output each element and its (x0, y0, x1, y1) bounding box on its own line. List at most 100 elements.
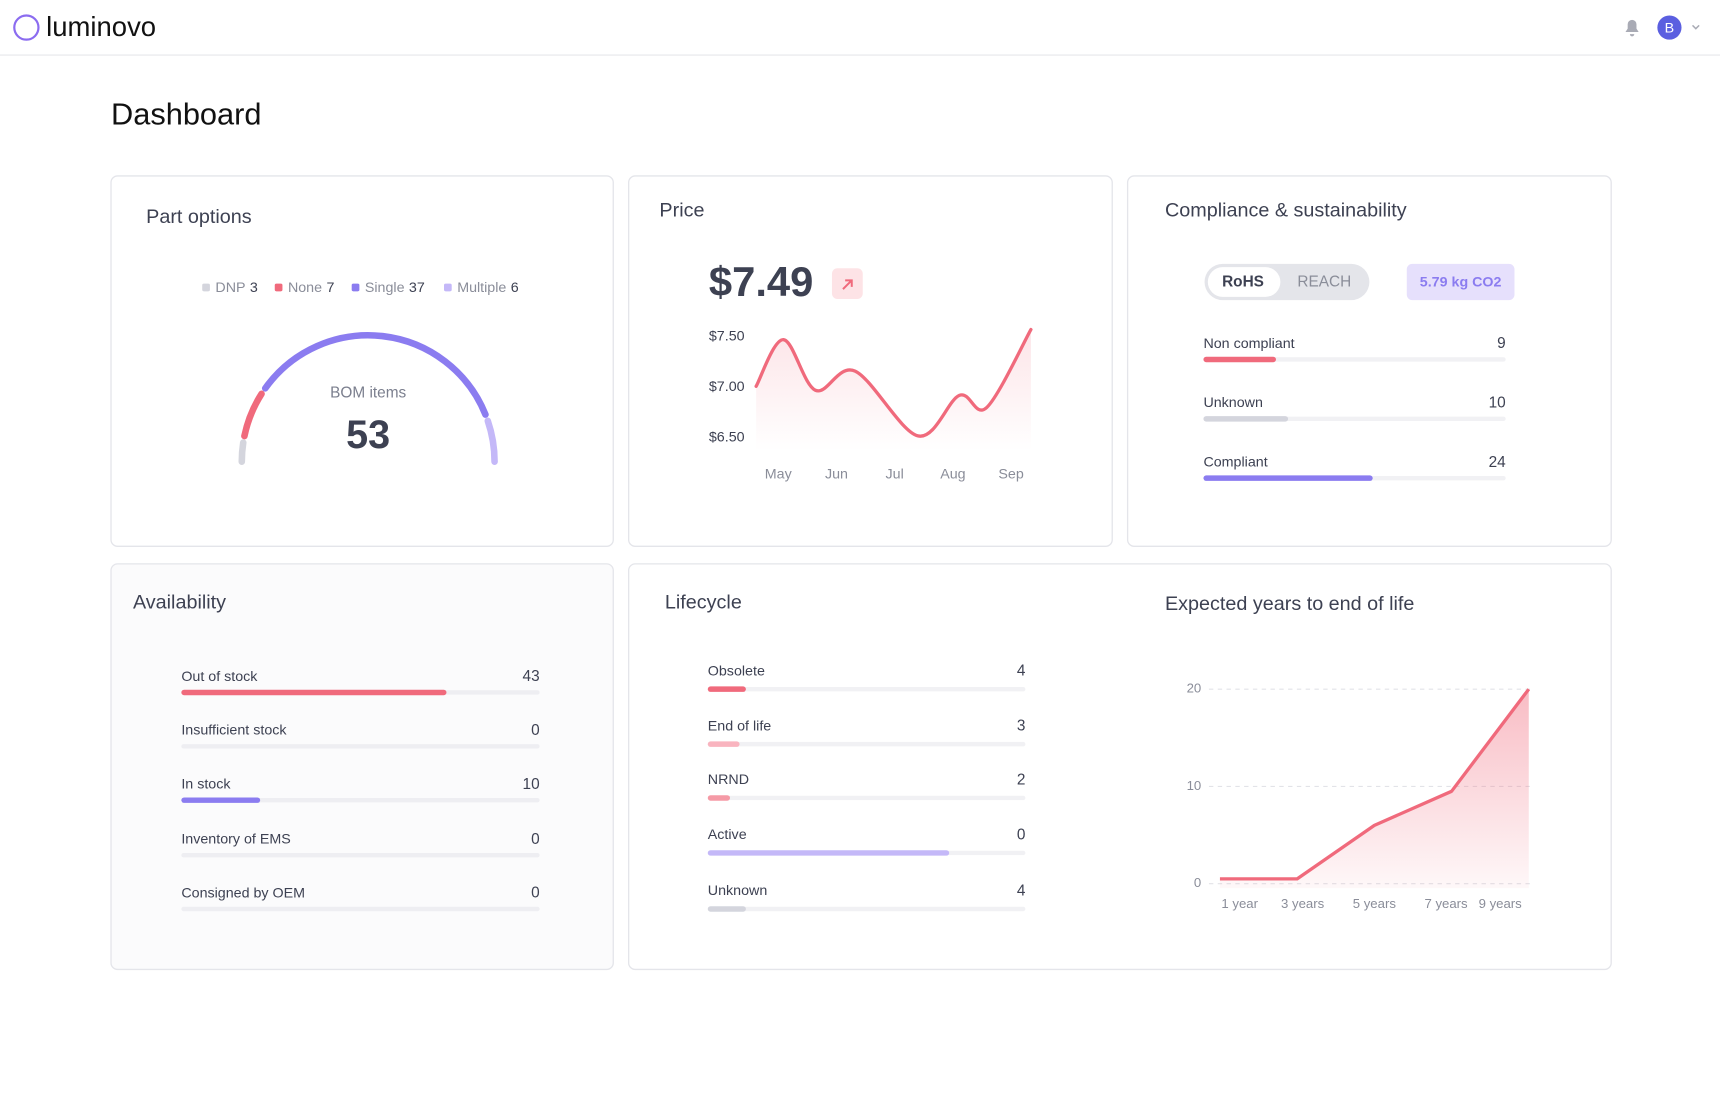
row-label: In stock (181, 777, 231, 793)
row-label: Non compliant (1203, 336, 1294, 352)
y-tick-label: $7.00 (709, 379, 745, 395)
row-value: 2 (1017, 771, 1026, 788)
row-label: NRND (708, 772, 749, 788)
price-card (627, 175, 1113, 547)
x-tick-label: Sep (998, 467, 1023, 483)
y-tick-label: 0 (1194, 875, 1201, 890)
x-tick-label: 7 years (1424, 896, 1468, 911)
legend-name: Multiple (457, 280, 506, 296)
bar-track (707, 686, 1026, 692)
row-value: 3 (1017, 718, 1026, 735)
row-label: Active (708, 827, 747, 843)
gauge-segment (261, 331, 489, 418)
page-title: Dashboard (111, 97, 262, 132)
menu-chevron[interactable] (1691, 24, 1700, 30)
card-title: Price (659, 199, 704, 221)
bell-icon[interactable] (1625, 19, 1639, 37)
co2-value: 5.79 kg CO2 (1420, 274, 1502, 290)
bar-track (707, 741, 1026, 747)
tab-active[interactable] (1207, 267, 1281, 297)
x-tick-label: Aug (940, 467, 965, 483)
y-tick-label: $6.50 (709, 430, 745, 446)
legend-name: Single (365, 280, 405, 296)
logo-mark (13, 14, 40, 41)
avatar-initial: B (1665, 20, 1675, 36)
row-label: Compliant (1203, 455, 1267, 471)
x-tick-label: 3 years (1281, 896, 1325, 911)
legend-swatch (274, 283, 283, 292)
legend-swatch (351, 283, 360, 292)
legend-name: DNP (215, 280, 245, 296)
bar-track (707, 795, 1026, 801)
card-title: Availability (133, 592, 226, 614)
row-value: 43 (523, 668, 540, 685)
row-value: 4 (1017, 663, 1026, 680)
price-line (754, 327, 1033, 438)
legend-swatch (444, 283, 452, 292)
row-label: Out of stock (181, 669, 258, 685)
row-label: Unknown (708, 883, 767, 899)
brand: luminovo (46, 11, 156, 42)
row-value: 10 (523, 776, 540, 793)
legend-swatch (202, 283, 210, 292)
x-tick-label: 1 year (1221, 896, 1258, 911)
row-value: 0 (1017, 826, 1026, 843)
trend-arrow (842, 279, 853, 290)
top-bar (0, 0, 1720, 56)
avatar[interactable] (1657, 15, 1682, 40)
row-label: Insufficient stock (181, 723, 287, 739)
y-tick-label: 10 (1187, 778, 1202, 793)
row-label: End of life (708, 718, 772, 734)
tab[interactable]: RoHS (1222, 274, 1264, 291)
bar (707, 906, 746, 912)
bar (1203, 416, 1289, 422)
gauge-total: 53 (346, 413, 390, 457)
area-line (1219, 688, 1531, 881)
part-options-card (110, 175, 614, 547)
bar-track (1203, 357, 1506, 362)
price-current: $7.49 (709, 258, 813, 305)
co2-badge (1406, 263, 1515, 301)
card-title: Part options (146, 206, 252, 228)
bar-track (181, 852, 540, 858)
legend-value: 7 (326, 280, 334, 296)
x-tick-label: Jul (886, 467, 904, 483)
x-tick-label: 5 years (1353, 896, 1397, 911)
legend-value: 6 (511, 280, 519, 296)
bar-track (181, 906, 540, 912)
card-title: Compliance & sustainability (1165, 199, 1407, 221)
row-value: 10 (1489, 394, 1506, 411)
bar (1203, 475, 1373, 481)
row-value: 0 (531, 885, 540, 902)
x-tick-label: Jun (825, 467, 848, 483)
y-tick-label: $7.50 (709, 328, 745, 344)
gauge-segment (241, 390, 265, 440)
bar (181, 689, 447, 696)
row-value: 9 (1497, 335, 1506, 352)
chart-title: Expected years to end of life (1165, 593, 1414, 615)
bar (181, 797, 261, 803)
bar (707, 741, 740, 747)
row-label: Inventory of EMS (181, 832, 290, 848)
legend-value: 3 (250, 280, 258, 296)
row-value: 0 (531, 831, 540, 848)
bar (707, 850, 950, 856)
bar-track (181, 797, 540, 803)
row-label: Obsolete (708, 663, 765, 679)
bar (707, 795, 731, 801)
y-tick-label: 20 (1187, 681, 1202, 696)
row-value: 0 (531, 722, 540, 739)
row-label: Consigned by OEM (181, 885, 305, 901)
bar (1203, 356, 1276, 363)
gauge-segment (484, 417, 498, 465)
bar-track (707, 906, 1026, 912)
gauge-label: BOM items (330, 385, 406, 402)
x-tick-label: May (765, 467, 793, 483)
x-tick-label: 9 years (1479, 896, 1523, 911)
tab[interactable]: REACH (1297, 274, 1351, 291)
legend-name: None (288, 280, 322, 296)
legend-value: 37 (409, 280, 425, 296)
area-fill (1219, 689, 1529, 889)
row-label: Unknown (1203, 395, 1262, 411)
